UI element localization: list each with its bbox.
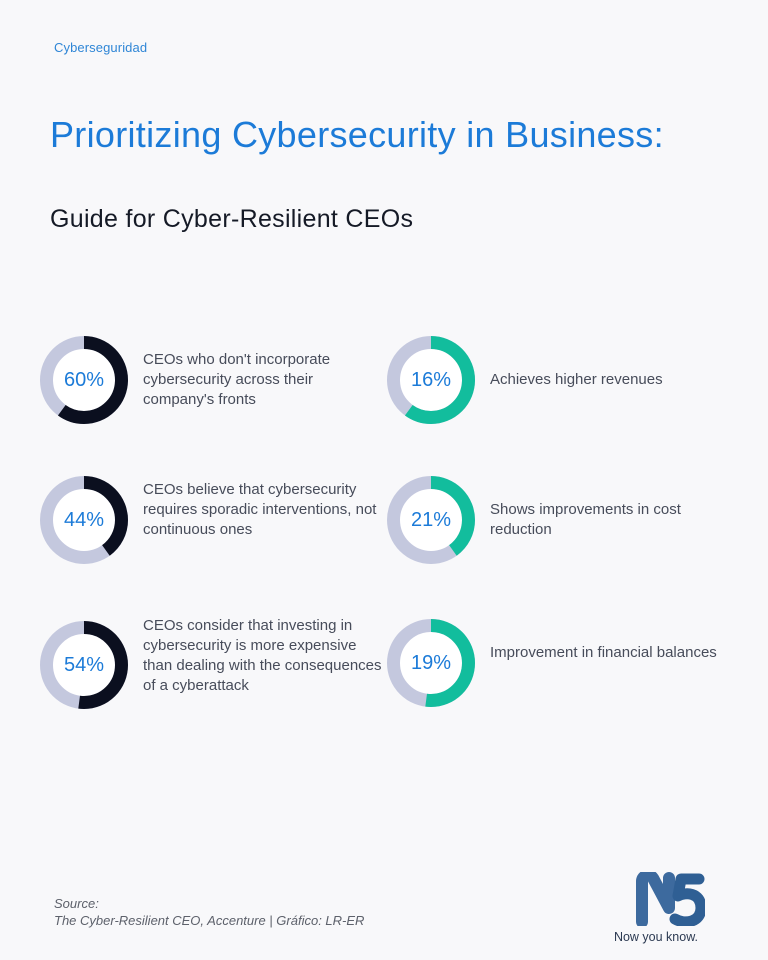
stat-description: Shows improvements in cost reduction <box>490 501 681 538</box>
source-label: Source: <box>54 896 99 911</box>
donut-chart <box>387 476 475 564</box>
n5-logo-icon <box>636 872 705 926</box>
donut-percentage: 19% <box>410 651 452 674</box>
donut-chart <box>387 619 475 707</box>
donut-chart <box>40 476 128 564</box>
donut-chart <box>40 621 128 709</box>
stat-description: CEOs consider that investing in cybersec… <box>143 617 382 694</box>
donut-chart <box>387 336 475 424</box>
donut-percentage: 16% <box>410 368 452 391</box>
stat-item: 54% CEOs consider that investing in cybe… <box>40 617 390 721</box>
source-text: The Cyber-Resilient CEO, Accenture | Grá… <box>54 913 365 928</box>
stat-item: 21% Shows improvements in cost reduction <box>387 476 737 576</box>
page-subtitle: Guide for Cyber-Resilient CEOs <box>50 205 414 233</box>
category-tag: Cyberseguridad <box>54 40 148 55</box>
stat-description: Improvement in financial balances <box>490 644 717 661</box>
donut-percentage: 54% <box>63 653 105 676</box>
source-note: Source: The Cyber-Resilient CEO, Accentu… <box>54 895 364 929</box>
stat-item: 60% CEOs who don't incorporate cybersecu… <box>40 336 390 436</box>
donut-percentage: 60% <box>63 368 105 391</box>
donut-percentage: 21% <box>410 508 452 531</box>
stat-item: 44% CEOs believe that cybersecurity requ… <box>40 476 390 576</box>
page-title: Prioritizing Cybersecurity in Business: <box>50 114 664 155</box>
stat-item: 19% Improvement in financial balances <box>387 619 737 719</box>
brand-logo: Now you know. <box>606 870 706 950</box>
stat-description: CEOs believe that cybersecurity requires… <box>143 481 377 538</box>
donut-chart <box>40 336 128 424</box>
stat-item: 16% Achieves higher revenues <box>387 336 737 436</box>
donut-percentage: 44% <box>63 508 105 531</box>
stat-description: CEOs who don't incorporate cybersecurity… <box>143 351 331 408</box>
stat-description: Achieves higher revenues <box>490 371 663 388</box>
brand-tagline: Now you know. <box>613 930 699 944</box>
